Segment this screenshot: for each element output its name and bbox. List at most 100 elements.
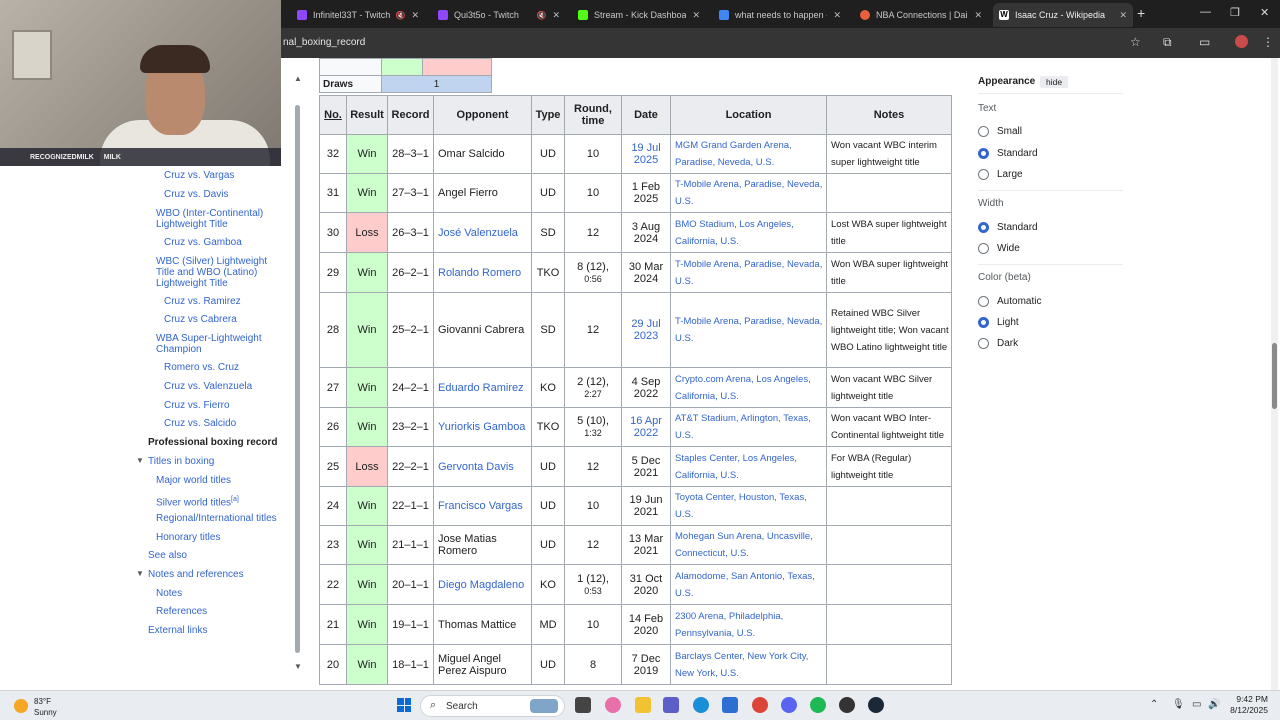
file-explorer-icon[interactable] bbox=[575, 697, 591, 713]
close-window-icon[interactable]: ✕ bbox=[1260, 7, 1270, 19]
mute-icon[interactable]: 🔇 bbox=[395, 10, 406, 20]
toc-item[interactable]: Regional/International titles bbox=[156, 513, 277, 524]
taskbar-clock[interactable]: 9:42 PM 8/12/2025 bbox=[1230, 694, 1268, 715]
location-cell[interactable]: Mohegan Sun Arena, Uncasville, Connectic… bbox=[670, 525, 827, 565]
toc-item[interactable]: Cruz vs. Davis bbox=[164, 189, 229, 200]
toc-item[interactable]: External links bbox=[148, 625, 208, 636]
start-button[interactable] bbox=[397, 698, 411, 712]
toc-item[interactable]: Cruz vs. Salcido bbox=[164, 418, 237, 429]
scroll-up-icon[interactable]: ▲ bbox=[294, 74, 302, 83]
toc-item[interactable]: WBC (Silver) Lightweight Title and WBO (… bbox=[156, 256, 268, 289]
radio-text-small[interactable]: Small bbox=[978, 126, 1022, 137]
close-tab-icon[interactable]: ✕ bbox=[974, 9, 982, 20]
folder-icon[interactable] bbox=[635, 697, 651, 713]
toc-scrollbar[interactable] bbox=[295, 105, 300, 653]
toc-item[interactable]: Titles in boxing bbox=[148, 456, 215, 467]
toc-item[interactable]: Cruz vs. Gamboa bbox=[164, 237, 242, 248]
close-tab-icon[interactable]: ✕ bbox=[552, 9, 560, 20]
toc-item[interactable]: Honorary titles bbox=[156, 532, 221, 543]
tab-twitch-infinitel33t[interactable]: Infinitel33T - Twitch 🔇 ✕ bbox=[291, 3, 425, 27]
toc-item-active[interactable]: Professional boxing record bbox=[148, 437, 278, 448]
hide-button[interactable]: hide bbox=[1040, 76, 1069, 88]
tab-twitch-qui3t5o[interactable]: Qui3t5o - Twitch 🔇 ✕ bbox=[432, 3, 566, 27]
radio-text-large[interactable]: Large bbox=[978, 169, 1023, 180]
location-cell[interactable]: T-Mobile Arena, Paradise, Nevada, U.S. bbox=[670, 252, 827, 293]
microphone-icon[interactable]: 🎙 bbox=[1172, 699, 1185, 710]
radio-width-wide[interactable]: Wide bbox=[978, 243, 1020, 254]
close-tab-icon[interactable]: ✕ bbox=[833, 9, 841, 20]
teams-icon[interactable] bbox=[663, 697, 679, 713]
toc-item[interactable]: Notes and references bbox=[148, 569, 244, 580]
column-header[interactable]: No. bbox=[319, 95, 347, 135]
toc-item[interactable]: Notes bbox=[156, 588, 183, 599]
menu-icon[interactable]: ⋮ bbox=[1262, 35, 1274, 49]
opponent-cell[interactable]: Diego Magdaleno bbox=[433, 564, 532, 605]
toc-item[interactable]: WBA Super-Lightweight Champion bbox=[156, 333, 262, 355]
radio-color-automatic[interactable]: Automatic bbox=[978, 296, 1041, 307]
toc-item[interactable]: WBO (Inter-Continental) Lightweight Titl… bbox=[156, 208, 264, 230]
opponent-cell[interactable]: Yuriorkis Gamboa bbox=[433, 407, 532, 447]
scroll-down-icon[interactable]: ▼ bbox=[294, 662, 302, 671]
location-cell[interactable]: Barclays Center, New York City, New York… bbox=[670, 644, 827, 685]
location-cell[interactable]: Staples Center, Los Angeles, California,… bbox=[670, 446, 827, 487]
maximize-icon[interactable]: ❐ bbox=[1230, 7, 1240, 19]
obs-icon[interactable] bbox=[839, 697, 855, 713]
bookmark-star-icon[interactable]: ☆ bbox=[1130, 35, 1141, 49]
location-cell[interactable]: BMO Stadium, Los Angeles, California, U.… bbox=[670, 212, 827, 253]
profile-avatar[interactable] bbox=[1235, 35, 1248, 48]
toc-item[interactable]: Silver world titles[a] bbox=[156, 496, 239, 509]
edge-icon[interactable] bbox=[693, 697, 709, 713]
close-tab-icon[interactable]: ✕ bbox=[1119, 9, 1127, 20]
tab-wikipedia[interactable]: W Isaac Cruz - Wikipedia ✕ bbox=[993, 3, 1133, 27]
minimize-icon[interactable]: — bbox=[1200, 6, 1211, 18]
toc-item[interactable]: Cruz vs. Vargas bbox=[164, 170, 235, 181]
steam-icon[interactable] bbox=[868, 697, 884, 713]
opponent-cell[interactable]: Francisco Vargas bbox=[433, 486, 532, 526]
tray-expand-icon[interactable]: ⌃ bbox=[1150, 699, 1159, 710]
taskbar-search[interactable]: ⌕ Search bbox=[420, 695, 565, 717]
tab-kick-dashboard[interactable]: Stream - Kick Dashboard ✕ bbox=[572, 3, 706, 27]
location-cell[interactable]: MGM Grand Garden Arena, Paradise, Neveda… bbox=[670, 134, 827, 174]
store-icon[interactable] bbox=[722, 697, 738, 713]
copilot-icon[interactable] bbox=[605, 697, 621, 713]
toc-item[interactable]: See also bbox=[148, 550, 187, 561]
tab-google-doc[interactable]: what needs to happen - G ✕ bbox=[713, 3, 847, 27]
radio-color-dark[interactable]: Dark bbox=[978, 338, 1018, 349]
display-icon[interactable]: ▭ bbox=[1192, 699, 1202, 710]
toc-item[interactable]: Major world titles bbox=[156, 475, 232, 486]
location-cell[interactable]: Alamodome, San Antonio, Texas, U.S. bbox=[670, 564, 827, 605]
fight-date[interactable]: 29 Jul 2023 bbox=[621, 292, 671, 368]
chevron-down-icon[interactable]: ▼ bbox=[136, 569, 144, 578]
opponent-cell[interactable]: Rolando Romero bbox=[433, 252, 532, 293]
location-cell[interactable]: T-Mobile Arena, Paradise, Neveda, U.S. bbox=[670, 173, 827, 213]
discord-icon[interactable] bbox=[781, 697, 797, 713]
close-tab-icon[interactable]: ✕ bbox=[411, 9, 419, 20]
spotify-icon[interactable] bbox=[810, 697, 826, 713]
toc-item[interactable]: Romero vs. Cruz bbox=[164, 362, 240, 373]
close-tab-icon[interactable]: ✕ bbox=[692, 9, 700, 20]
fight-date[interactable]: 19 Jul 2025 bbox=[621, 134, 671, 174]
toc-item[interactable]: Cruz vs Cabrera bbox=[164, 314, 237, 325]
toc-item[interactable]: Cruz vs. Ramirez bbox=[164, 296, 241, 307]
page-scrollbar-thumb[interactable] bbox=[1272, 343, 1277, 409]
extensions-icon[interactable]: ⧉ bbox=[1163, 35, 1172, 49]
location-cell[interactable]: T-Mobile Arena, Paradise, Nevada, U.S. bbox=[670, 292, 827, 368]
opponent-cell[interactable]: Eduardo Ramirez bbox=[433, 367, 532, 408]
radio-width-standard[interactable]: Standard bbox=[978, 222, 1038, 233]
opponent-cell[interactable]: José Valenzuela bbox=[433, 212, 532, 253]
volume-icon[interactable]: 🔊 bbox=[1208, 699, 1221, 710]
new-tab-icon[interactable]: + bbox=[1137, 5, 1146, 21]
chrome-icon[interactable] bbox=[752, 697, 768, 713]
fight-date[interactable]: 16 Apr 2022 bbox=[621, 407, 671, 447]
toc-item[interactable]: Cruz vs. Valenzuela bbox=[164, 381, 253, 392]
mute-icon[interactable]: 🔇 bbox=[536, 10, 547, 20]
location-cell[interactable]: AT&T Stadium, Arlington, Texas, U.S. bbox=[670, 407, 827, 447]
location-cell[interactable]: Crypto.com Arena, Los Angeles, Californi… bbox=[670, 367, 827, 408]
tab-nba-connections[interactable]: NBA Connections | Daily N ✕ bbox=[854, 3, 988, 27]
radio-color-light[interactable]: Light bbox=[978, 317, 1019, 328]
chevron-down-icon[interactable]: ▼ bbox=[136, 456, 144, 465]
sidebar-icon[interactable]: ▭ bbox=[1199, 35, 1211, 49]
opponent-cell[interactable]: Gervonta Davis bbox=[433, 446, 532, 487]
toc-item[interactable]: Cruz vs. Fierro bbox=[164, 400, 230, 411]
radio-text-standard[interactable]: Standard bbox=[978, 148, 1038, 159]
